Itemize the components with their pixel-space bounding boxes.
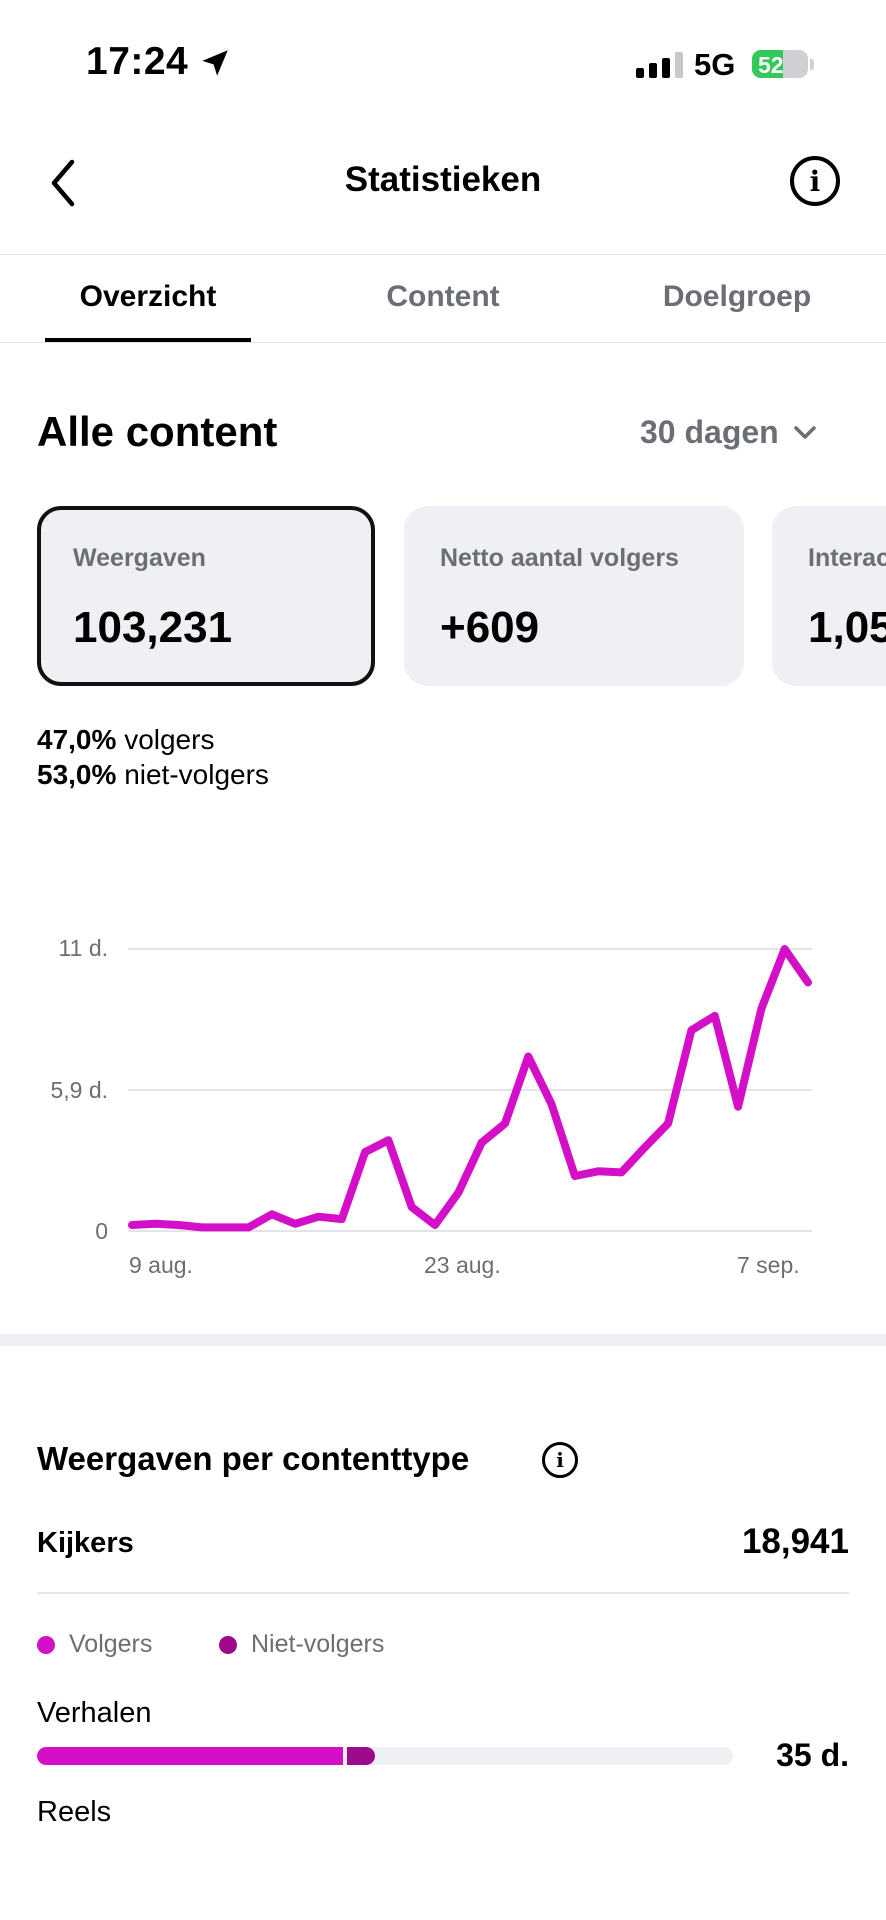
info-icon[interactable]: i xyxy=(790,156,840,206)
bar-segment-followers xyxy=(37,1747,344,1765)
y-tick-label: 11 d. xyxy=(58,935,108,961)
period-dropdown[interactable]: 30 dagen xyxy=(640,414,817,451)
legend-label: Niet-volgers xyxy=(251,1630,385,1658)
metric-card-volgers[interactable]: Netto aantal volgers +609 xyxy=(404,506,744,686)
metric-card-weergaven[interactable]: Weergaven 103,231 xyxy=(37,506,375,686)
x-tick-label: 7 sep. xyxy=(737,1252,800,1278)
kijkers-label: Kijkers xyxy=(37,1527,134,1559)
bar-label-reels: Reels xyxy=(37,1796,112,1828)
network-label: 5G xyxy=(694,47,736,82)
legend-item-niet-volgers: Niet-volgers xyxy=(219,1630,384,1659)
back-chevron-icon[interactable] xyxy=(46,158,80,208)
bar-value-verhalen: 35 d. xyxy=(776,1737,849,1773)
followers-share: 47,0% volgers xyxy=(37,724,214,756)
bar-label-verhalen: Verhalen xyxy=(37,1697,152,1729)
signal-icon xyxy=(636,52,683,78)
nonfollowers-pct: 53,0% xyxy=(37,759,117,790)
page-title: Statistieken xyxy=(344,160,542,199)
bar-track-verhalen xyxy=(37,1747,733,1765)
metric-card-interacties[interactable]: Interacties 1,05 xyxy=(772,506,886,686)
nonfollowers-label: niet-volgers xyxy=(124,759,269,790)
legend-label: Volgers xyxy=(69,1630,153,1658)
y-tick-label: 0 xyxy=(95,1218,108,1244)
views-series-line xyxy=(128,945,812,1232)
followers-pct: 47,0% xyxy=(37,724,117,755)
legend-dot xyxy=(219,1635,237,1654)
legend-item-volgers: Volgers xyxy=(37,1630,152,1659)
info-icon[interactable]: i xyxy=(542,1442,578,1478)
section-separator xyxy=(0,1334,886,1346)
tab-divider xyxy=(0,342,886,343)
header-divider xyxy=(0,254,886,255)
metric-label: Netto aantal volgers xyxy=(440,544,679,572)
x-tick-label: 9 aug. xyxy=(129,1252,193,1278)
followers-label: volgers xyxy=(124,724,215,755)
section-title: Alle content xyxy=(37,408,278,455)
status-time: 17:24 xyxy=(86,40,189,83)
chevron-down-icon xyxy=(793,425,816,439)
battery-cap xyxy=(810,59,814,70)
metric-label: Interacties xyxy=(808,544,886,572)
period-label: 30 dagen xyxy=(640,414,779,450)
metric-value: 103,231 xyxy=(73,603,233,652)
bar-segment-nonfollowers xyxy=(347,1747,375,1765)
tab-doelgroep[interactable]: Doelgroep xyxy=(662,280,812,313)
metric-value: +609 xyxy=(440,603,540,652)
views-line-chart xyxy=(128,945,812,1232)
tab-active-indicator xyxy=(45,338,251,342)
tab-content[interactable]: Content xyxy=(386,280,500,313)
kijkers-value: 18,941 xyxy=(741,1522,849,1561)
metric-value: 1,05 xyxy=(808,603,886,652)
nonfollowers-share: 53,0% niet-volgers xyxy=(37,759,269,791)
tab-overzicht[interactable]: Overzicht xyxy=(79,280,217,313)
row-divider xyxy=(37,1592,849,1594)
location-arrow-icon xyxy=(202,50,228,76)
y-tick-label: 5,9 d. xyxy=(50,1077,108,1103)
battery-level: 52 xyxy=(758,52,784,78)
metric-label: Weergaven xyxy=(73,544,206,572)
x-tick-label: 23 aug. xyxy=(424,1252,501,1278)
legend-dot xyxy=(37,1635,55,1654)
battery-icon: 52 xyxy=(752,50,808,78)
content-type-title: Weergaven per contenttype xyxy=(37,1440,470,1477)
